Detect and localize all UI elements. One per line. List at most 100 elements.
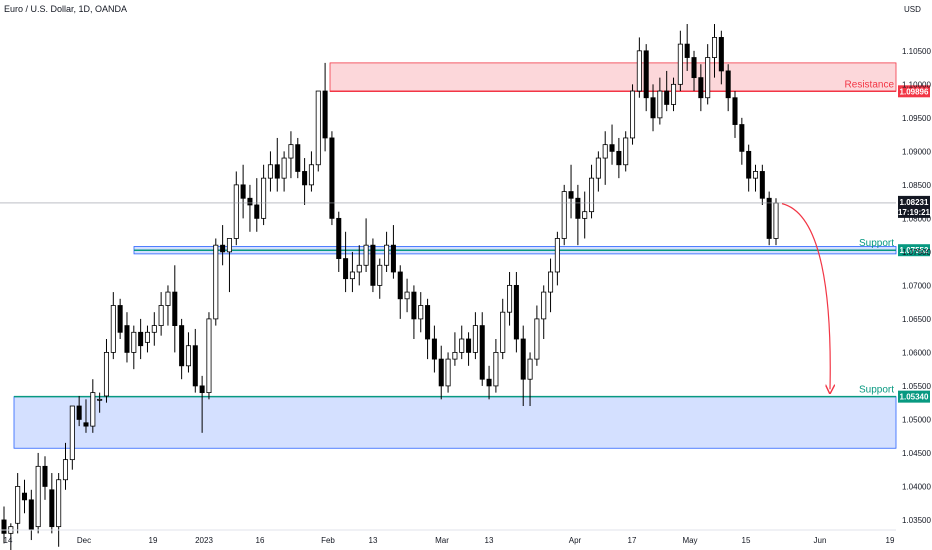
x-tick-label: Feb — [321, 536, 335, 545]
candle-body — [110, 305, 116, 353]
candle-body — [56, 479, 62, 528]
zone-0 — [329, 62, 897, 92]
price-tag-text-0: 1.09896 — [900, 87, 929, 96]
last-price-tag — [898, 195, 930, 218]
candle-body — [117, 305, 123, 333]
candle-body — [302, 171, 308, 186]
candle-body — [267, 164, 273, 179]
candle-body — [561, 191, 567, 239]
candle-body — [138, 331, 144, 347]
candle-body — [677, 43, 683, 85]
candle-body — [377, 264, 383, 286]
candle-body — [657, 90, 663, 119]
y-tick-label: 1.06000 — [902, 348, 931, 357]
candle-body — [240, 184, 246, 199]
candle-body — [199, 385, 205, 394]
candle-body — [288, 144, 294, 159]
y-tick-label: 1.09000 — [902, 147, 931, 156]
candle-body — [452, 352, 458, 360]
candle-body — [513, 284, 519, 340]
candle-body — [158, 305, 164, 326]
price-tag-text-1: 1.07552 — [900, 246, 929, 255]
candle-body — [486, 378, 492, 387]
zone-2 — [13, 396, 897, 449]
x-tick-label: 2023 — [195, 536, 213, 545]
candle-body — [664, 90, 670, 105]
candle-body — [336, 217, 342, 259]
candle-body — [589, 177, 595, 213]
candle-body — [322, 90, 328, 139]
candle-body — [623, 137, 629, 166]
candle-body — [411, 291, 417, 320]
candle-body — [548, 271, 554, 293]
candle-body — [520, 338, 526, 380]
candle-body — [213, 244, 219, 320]
candle-body — [261, 177, 267, 219]
x-tick-label: 13 — [369, 536, 378, 545]
candle-body — [466, 338, 472, 353]
candle-body — [554, 238, 560, 273]
candle-body — [254, 204, 260, 219]
projection-arrow — [781, 203, 830, 390]
y-tick-label: 1.10000 — [902, 80, 931, 89]
candle-body — [390, 244, 396, 273]
candle-body — [507, 284, 513, 313]
y-tick-label: 1.04500 — [902, 449, 931, 458]
candle-body — [233, 184, 239, 239]
last-price-countdown: 17:19:21 — [898, 208, 931, 217]
candle-body — [746, 150, 752, 179]
candle-body — [97, 398, 103, 401]
candle-body — [568, 191, 574, 199]
candle-body — [732, 97, 738, 125]
y-tick-label: 1.04000 — [902, 482, 931, 491]
x-tick-label: Mar — [435, 536, 449, 545]
candle-body — [718, 37, 724, 72]
y-tick-label: 1.05500 — [902, 382, 931, 391]
y-tick-label: 1.08000 — [902, 214, 931, 223]
candle-body — [247, 197, 253, 206]
candle-body — [691, 57, 697, 79]
candle-body — [124, 325, 130, 353]
candle-body — [698, 77, 704, 99]
x-tick-label: 19 — [886, 536, 895, 545]
x-tick-label: Apr — [569, 536, 582, 545]
candle-body — [21, 492, 28, 501]
price-tag-0 — [898, 85, 930, 98]
candle-body — [575, 197, 581, 219]
candle-body — [493, 352, 499, 387]
candle-body — [185, 345, 191, 367]
candle-body — [76, 405, 82, 420]
candle-body — [766, 197, 772, 239]
candle-body — [28, 499, 34, 531]
candle-body — [172, 291, 178, 326]
y-tick-label: 1.05000 — [902, 415, 931, 424]
y-tick-label: 1.03500 — [902, 516, 931, 525]
zone-label-1: Support — [859, 238, 894, 249]
candle-body — [739, 124, 745, 152]
candle-body — [725, 70, 731, 99]
x-tick-label: May — [682, 536, 697, 545]
candle-body — [295, 144, 301, 172]
price-tag-text-2: 1.05340 — [900, 393, 929, 402]
candle-body — [671, 83, 677, 105]
y-tick-label: 1.08500 — [902, 181, 931, 190]
y-tick-label: 1.07500 — [902, 248, 931, 257]
candle-body — [274, 164, 280, 179]
candle-body — [90, 392, 96, 427]
candle-body — [425, 305, 431, 340]
candle-body — [384, 244, 390, 266]
candle-body — [15, 486, 21, 524]
candle-body — [103, 352, 109, 397]
candle-body — [151, 325, 157, 333]
candle-body — [144, 331, 150, 343]
candle-body — [711, 37, 718, 58]
candle-body — [404, 291, 410, 300]
candle-body — [684, 43, 690, 58]
candle-body — [363, 244, 369, 266]
candle-body — [643, 50, 649, 99]
candle-body — [329, 137, 335, 219]
candle-body — [206, 318, 212, 394]
x-tick-label: Jun — [814, 536, 827, 545]
candle-body — [527, 358, 533, 380]
